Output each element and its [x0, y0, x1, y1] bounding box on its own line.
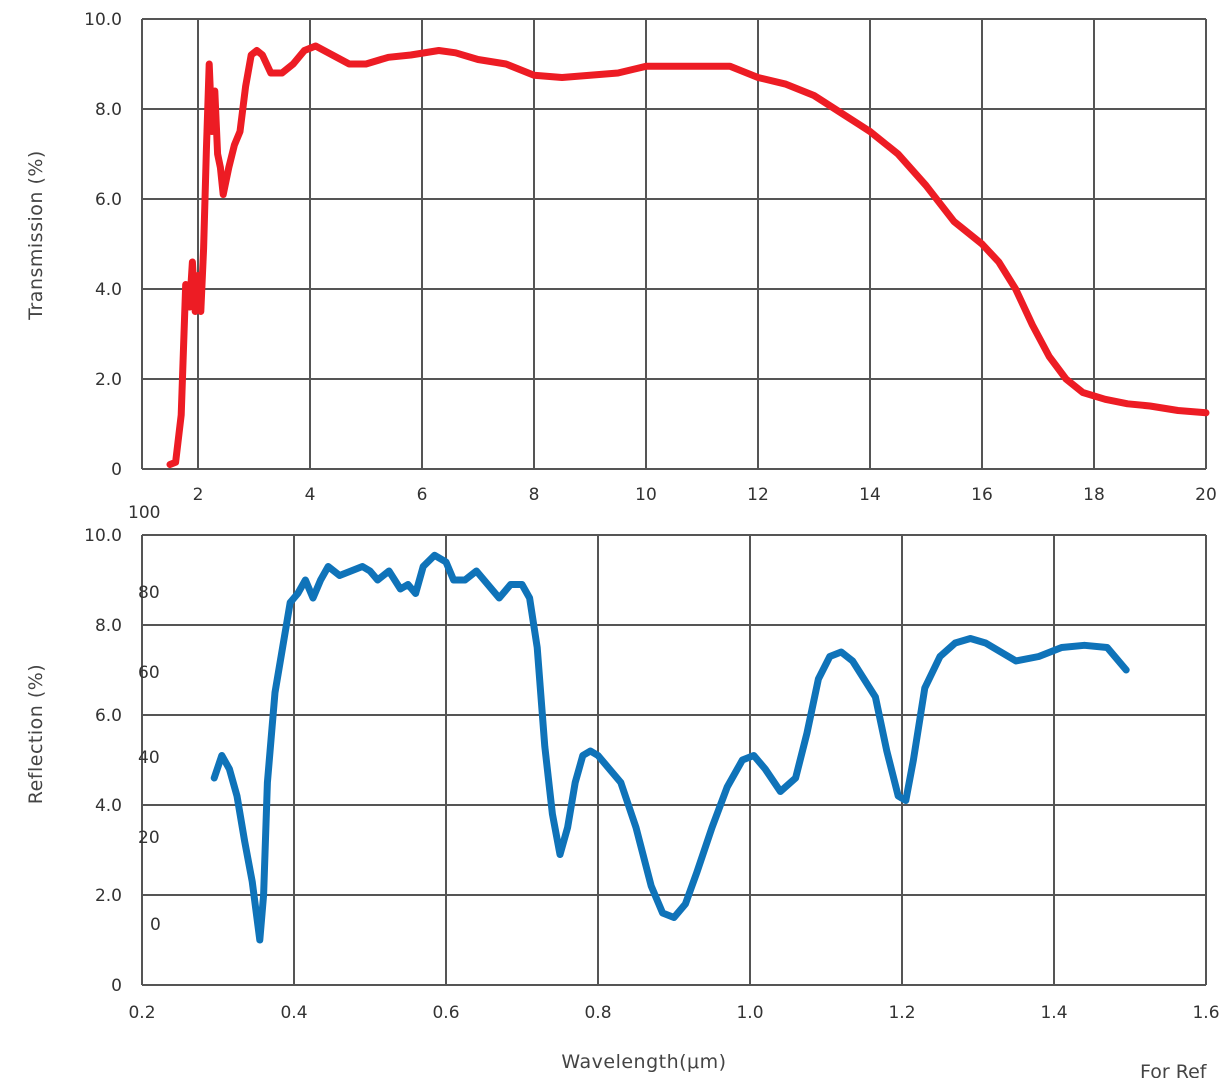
transmission-x-tick-label: 10	[635, 485, 657, 505]
transmission-y-axis-title: Transmission (%)	[25, 150, 47, 321]
reflection-y-axis-title: Reflection (%)	[25, 664, 47, 804]
reflection-x-tick-label: 1.4	[1040, 1003, 1067, 1023]
transmission-x-tick-label: 8	[529, 485, 540, 505]
reflection-y-tick-label: 0	[111, 976, 122, 996]
reflection-x-tick-label: 0.2	[128, 1003, 155, 1023]
reflection-x-tick-labels: 0.2 0.4 0.6 0.8 1.0 1.2 1.4 1.6	[128, 1003, 1219, 1023]
reflection-y-tick-labels: 0 2.0 4.0 6.0 8.0 10.0	[84, 526, 122, 996]
transmission-x-tick-label: 20	[1195, 485, 1217, 505]
reflection-series-line	[210, 551, 1130, 944]
transmission-series-line	[166, 42, 1210, 468]
reflection-x-tick-label: 1.0	[736, 1003, 763, 1023]
stray-label-20: 20	[138, 828, 160, 848]
transmission-y-tick-label: 10.0	[84, 10, 122, 30]
reflection-x-tick-label: 0.6	[432, 1003, 459, 1023]
transmission-panel: 0 2.0 4.0 6.0 8.0 10.0 2 4 6 8 10 12 14 16 18 20 Trans…	[25, 10, 1217, 505]
transmission-y-tick-label: 4.0	[95, 280, 122, 300]
transmission-x-tick-label: 16	[971, 485, 993, 505]
reflection-y-tick-label: 6.0	[95, 706, 122, 726]
transmission-y-tick-label: 6.0	[95, 190, 122, 210]
transmission-x-tick-label: 18	[1083, 485, 1105, 505]
reflection-y-tick-label: 8.0	[95, 616, 122, 636]
transmission-x-tick-label: 12	[747, 485, 769, 505]
stray-label-100: 100	[128, 503, 160, 523]
transmission-x-tick-labels: 2 4 6 8 10 12 14 16 18 20	[193, 485, 1217, 505]
transmission-y-tick-label: 8.0	[95, 100, 122, 120]
reflection-y-tick-label: 2.0	[95, 886, 122, 906]
transmission-x-tick-label: 6	[417, 485, 428, 505]
transmission-y-tick-label: 0	[111, 460, 122, 480]
transmission-x-tick-label: 4	[305, 485, 316, 505]
reflection-x-tick-label: 1.2	[888, 1003, 915, 1023]
transmission-x-tick-label: 2	[193, 485, 204, 505]
stray-label-80: 80	[138, 583, 160, 603]
transmission-y-tick-labels: 0 2.0 4.0 6.0 8.0 10.0	[84, 10, 122, 480]
transmission-y-tick-label: 2.0	[95, 370, 122, 390]
stray-label-40: 40	[138, 748, 160, 768]
stray-label-60: 60	[138, 663, 160, 683]
stray-label-0: 0	[150, 915, 161, 935]
reflection-series	[210, 551, 1130, 944]
reflection-y-tick-label: 10.0	[84, 526, 122, 546]
transmission-series	[166, 42, 1210, 468]
reflection-y-tick-label: 4.0	[95, 796, 122, 816]
transmission-grid	[141, 18, 1207, 470]
reflection-x-tick-label: 1.6	[1192, 1003, 1219, 1023]
reflection-x-tick-label: 0.8	[584, 1003, 611, 1023]
x-axis-title: Wavelength(μm)	[561, 1051, 726, 1073]
reflection-x-tick-label: 0.4	[280, 1003, 307, 1023]
reflection-grid	[141, 534, 1207, 986]
reflection-panel: 0 2.0 4.0 6.0 8.0 10.0 0.2 0.4 0.6 0.8 1.0 1.2 1.4 1…	[25, 526, 1220, 1023]
footnote: For Ref	[1140, 1061, 1208, 1078]
transmission-x-tick-label: 14	[859, 485, 881, 505]
